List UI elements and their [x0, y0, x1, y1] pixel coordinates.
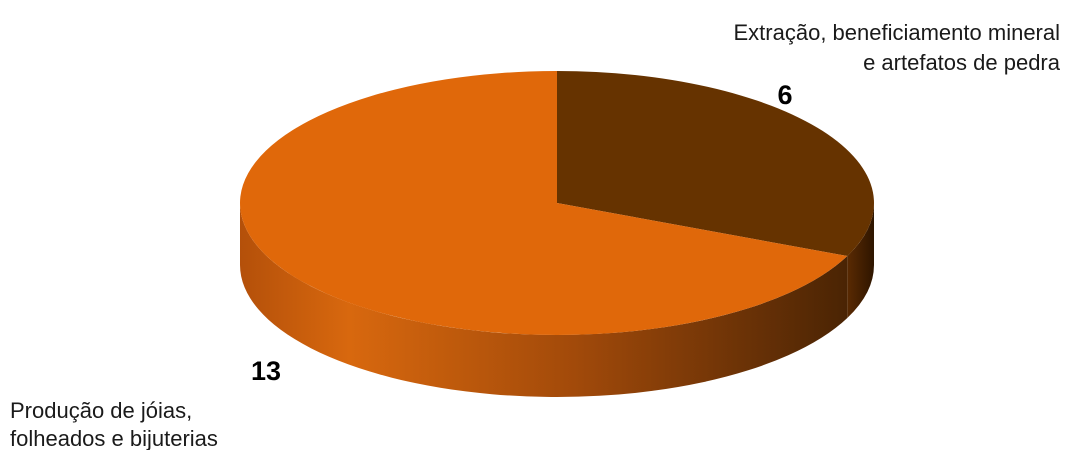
pie-side-1	[240, 203, 848, 398]
slice-label-0-line-0: Extração, beneficiamento mineral	[734, 20, 1061, 45]
pie-slice-1	[240, 71, 848, 335]
pie-sides	[240, 203, 875, 398]
pie-side-0	[847, 203, 875, 319]
pie-labels: 6 Extração, beneficiamento mineral e artef…	[10, 20, 1061, 450]
slice-label-1-line-1: folheados e bijuterias	[10, 426, 218, 450]
value-label-1: 13	[251, 356, 281, 386]
pie-tops	[240, 71, 875, 335]
value-label-0: 6	[777, 80, 792, 110]
pie-slice-0	[557, 71, 875, 257]
slice-label-0-line-1: e artefatos de pedra	[863, 50, 1061, 75]
slice-label-1-line-0: Produção de jóias,	[10, 398, 192, 423]
